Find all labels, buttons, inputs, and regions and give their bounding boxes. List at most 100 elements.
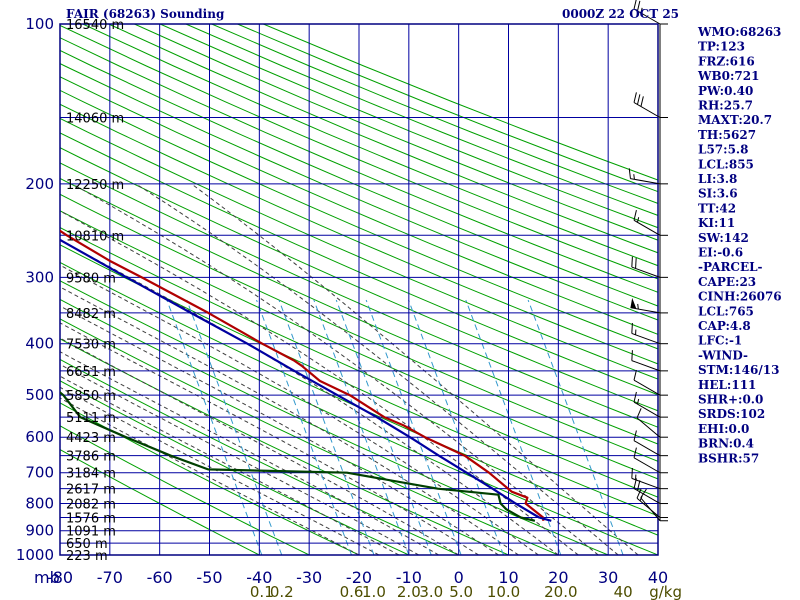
index-item: KI:11 (698, 216, 735, 230)
wind-barb-half-flag (637, 303, 639, 310)
wind-barb-flag (636, 94, 641, 105)
mixing-ratio-label: 20.0 (544, 583, 577, 600)
pressure-label: 300 (25, 268, 54, 286)
height-label: 223 m (66, 549, 108, 564)
wind-barb-shaft (631, 332, 661, 345)
mixing-ratio-line (408, 299, 504, 555)
wind-barb-flag (631, 350, 633, 361)
index-item: LCL:765 (698, 304, 754, 318)
dry-adiabat-line (108, 24, 658, 254)
moist-adiabat-line (191, 183, 639, 555)
pressure-label: 900 (25, 522, 54, 540)
wind-barb-flag (636, 488, 642, 499)
wind-barb-half-flag (636, 398, 640, 405)
wind-barb-shaft (633, 488, 661, 504)
temperature-tick-label: 0 (454, 568, 464, 587)
temperature-line (60, 229, 545, 521)
wind-barb-shaft (630, 178, 661, 185)
wind-barb-shaft (636, 417, 661, 438)
wind-barb-shaft (633, 379, 661, 396)
mixing-ratio-label: 5.0 (449, 583, 473, 600)
dry-adiabats (60, 24, 658, 555)
wind-barb-flag (631, 467, 633, 479)
height-label: 12250 m (66, 178, 124, 193)
wind-barb-shaft (631, 477, 661, 490)
mixing-ratio-line (365, 299, 462, 555)
temperature-tick-label: 10 (498, 568, 518, 587)
index-item: SHR+:0.0 (698, 393, 763, 407)
wind-barb-flag (633, 430, 637, 441)
index-item: STM:146/13 (698, 363, 779, 377)
mixing-ratio-label: 3.0 (419, 583, 443, 600)
mixing-ratio-unit-label: g/kg (649, 583, 682, 600)
wind-barb-shaft (633, 440, 661, 457)
pressure-label: 600 (25, 428, 54, 446)
wind-barb-flag (633, 369, 637, 381)
wind-barb-flag (633, 391, 637, 403)
plot-frame (59, 23, 659, 556)
wind-barb-half-flag (639, 495, 643, 502)
height-label: 5111 m (66, 411, 116, 426)
mixing-ratio-label: 10.0 (487, 583, 520, 600)
height-label: 5850 m (66, 389, 116, 404)
mixing-ratio-label: 2.0 (397, 583, 421, 600)
wind-barb-half-flag (636, 217, 640, 223)
stability-indices-panel: WMO:68263TP:123FRZ:616WB0:721PW:0.40RH:2… (697, 25, 782, 465)
index-item: -WIND- (698, 348, 748, 362)
wind-barb-shaft (633, 8, 661, 25)
wind-barb-shaft (630, 307, 661, 314)
wind-barb-shaft (633, 401, 661, 418)
wind-barb-half-flag (633, 174, 635, 180)
temperature-tick-label: -10 (396, 568, 422, 587)
temperature-tick-label: -40 (246, 568, 272, 587)
dewpoint-line (60, 390, 536, 522)
pressure-label: 400 (25, 335, 54, 353)
index-item: LCL:855 (698, 157, 754, 171)
mixing-ratio-label: 0.2 (270, 583, 294, 600)
sounding-date: 0000Z 22 OCT 25 (562, 7, 679, 21)
height-label: 4423 m (66, 431, 116, 446)
index-item: TT:42 (698, 201, 736, 215)
mixing-ratio-label: 0.6 (340, 583, 364, 600)
index-item: CAP:4.8 (698, 319, 751, 333)
wind-barb-shaft (631, 266, 661, 278)
x-axis-label: mb (34, 568, 60, 587)
wind-barb-flag (631, 256, 633, 268)
index-item: FRZ:616 (698, 54, 755, 68)
index-item: CINH:26076 (698, 290, 782, 304)
dry-adiabat-line (60, 380, 410, 555)
mixing-ratio-line (278, 299, 375, 555)
index-item: RH:25.7 (698, 99, 753, 113)
moist-adiabat-line (60, 264, 539, 555)
pressure-label: 800 (25, 495, 54, 513)
dry-adiabat-line (60, 49, 658, 307)
index-item: SI:3.6 (698, 187, 738, 201)
index-item: LI:3.8 (698, 172, 737, 186)
index-item: SW:142 (698, 231, 749, 245)
wind-barb-flag (633, 92, 637, 103)
wind-barb-half-flag (640, 7, 643, 14)
moist-adiabat-line (71, 183, 599, 555)
parcel-line (60, 238, 552, 522)
height-label: 3786 m (66, 450, 116, 465)
wind-barb-shaft (633, 219, 661, 236)
wind-barb-shaft (633, 457, 661, 474)
pressure-label: 200 (25, 175, 54, 193)
temperature-tick-label: -30 (296, 568, 322, 587)
mixing-ratio-line (527, 299, 624, 555)
height-label: 650 m (66, 537, 108, 552)
index-item: LFC:-1 (698, 334, 742, 348)
temperature-tick-label: -80 (47, 568, 73, 587)
height-label: 10810 m (66, 229, 124, 244)
index-item: CAPE:23 (698, 275, 756, 289)
temperature-tick-label: -50 (196, 568, 222, 587)
height-label: 8482 m (66, 307, 116, 322)
moist-adiabat-line (60, 386, 380, 555)
pressure-label: 700 (25, 464, 54, 482)
temperature-tick-label: -60 (147, 568, 173, 587)
wind-barb-shaft (636, 497, 661, 518)
height-label: 1576 m (66, 512, 116, 527)
wind-barb-flag (636, 408, 642, 419)
height-label: 16540 m (66, 18, 124, 33)
